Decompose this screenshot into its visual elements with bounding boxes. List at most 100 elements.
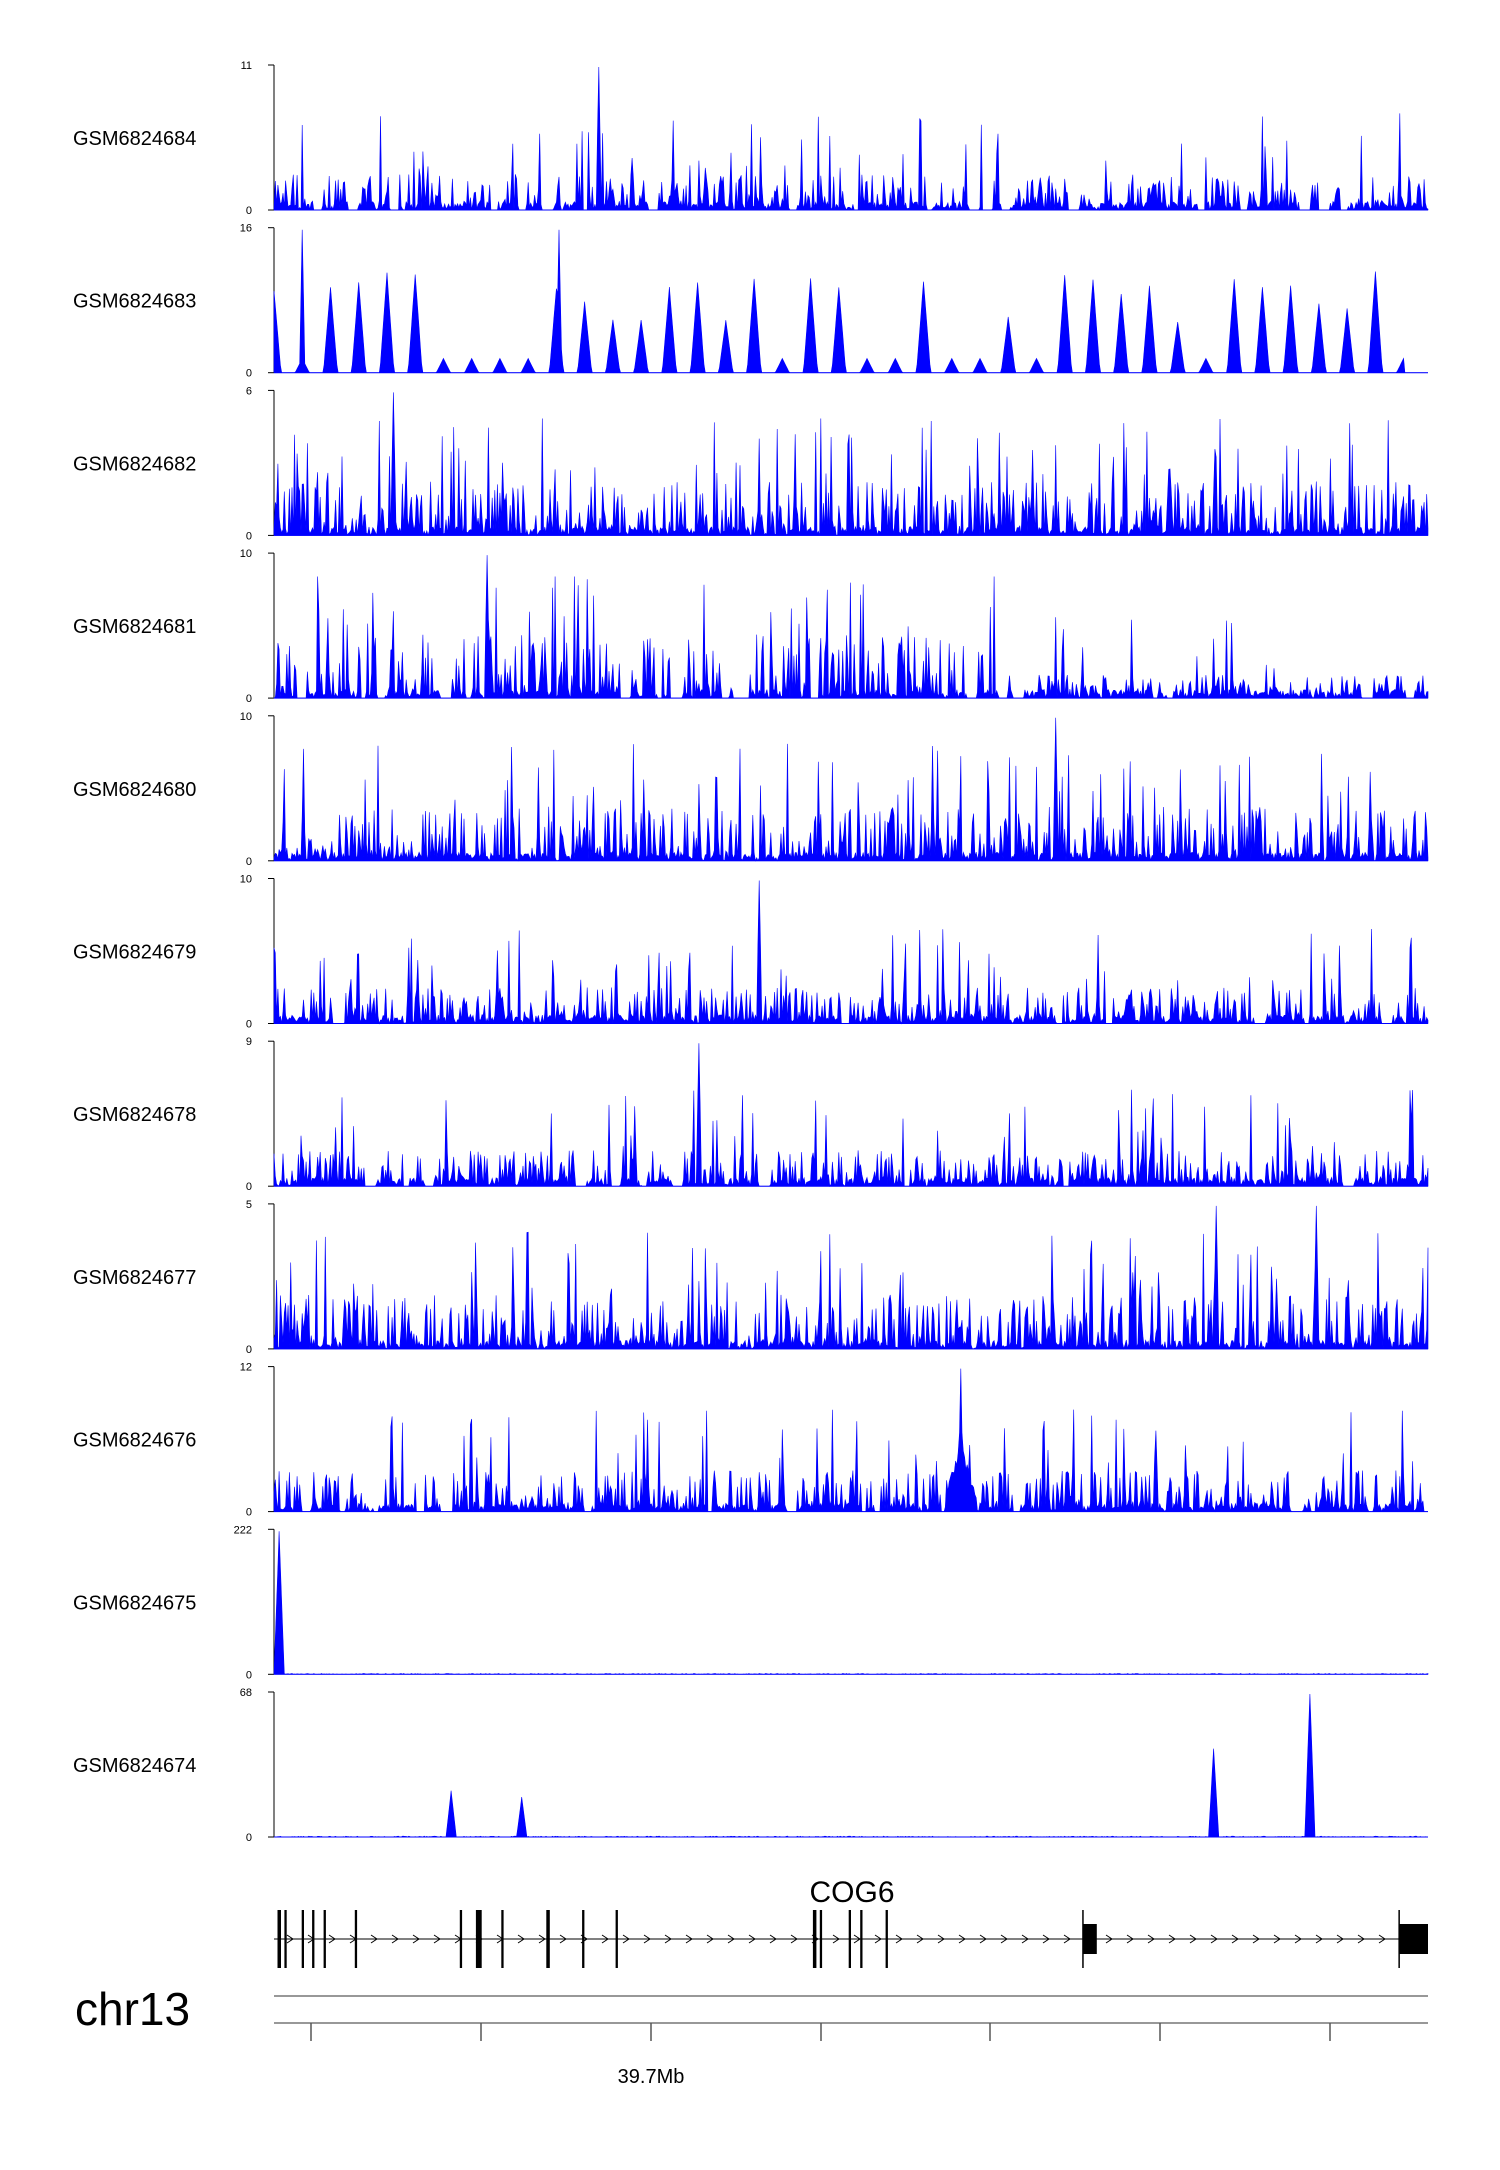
strand-arrow — [1126, 1934, 1134, 1944]
track-ymin-label: 0 — [246, 368, 252, 380]
strand-arrow — [538, 1934, 546, 1944]
strand-arrow — [1105, 1934, 1113, 1944]
track-signal-area — [273, 1531, 1429, 1675]
track-ymax-label: 16 — [240, 223, 252, 235]
track-name-label: GSM6824680 — [73, 779, 196, 801]
strand-arrow — [979, 1934, 987, 1944]
track-name-label: GSM6824676 — [73, 1430, 196, 1452]
strand-arrow — [1273, 1934, 1281, 1944]
exon — [1399, 1924, 1428, 1954]
strand-arrow — [748, 1934, 756, 1944]
exon — [885, 1910, 888, 1968]
track-signal-area — [273, 229, 1428, 373]
strand-arrow — [895, 1934, 903, 1944]
axis-tick-label: 39.7Mb — [618, 2066, 685, 2088]
track-ymin-label: 0 — [246, 1019, 252, 1031]
track-GSM6824677: GSM6824677 5 0 — [73, 1199, 1429, 1356]
strand-arrow — [1021, 1934, 1029, 1944]
strand-arrow — [790, 1934, 798, 1944]
track-GSM6824678: GSM6824678 9 0 — [73, 1036, 1429, 1193]
strand-arrow — [622, 1934, 630, 1944]
track-ymin-label: 0 — [246, 530, 252, 542]
track-signal-area — [273, 1205, 1429, 1350]
strand-arrow — [832, 1934, 840, 1944]
strand-arrow — [1189, 1934, 1197, 1944]
strand-arrow — [1378, 1934, 1386, 1944]
gene-track: COG6 — [274, 1876, 1428, 1968]
exon — [312, 1910, 315, 1968]
exon — [615, 1910, 618, 1968]
track-signal-area — [273, 1043, 1429, 1188]
track-name-label: GSM6824677 — [73, 1267, 196, 1289]
strand-arrow — [706, 1934, 714, 1944]
exon — [819, 1910, 823, 1968]
genomic-axis: chr13 39.7Mb — [75, 1983, 1428, 2088]
strand-arrow — [874, 1934, 882, 1944]
strand-arrow — [559, 1934, 567, 1944]
strand-arrow — [937, 1934, 945, 1944]
track-ymax-label: 68 — [240, 1687, 252, 1699]
track-GSM6824681: GSM6824681 10 0 — [73, 548, 1429, 705]
track-GSM6824675: GSM6824675 222 0 — [73, 1524, 1429, 1681]
track-name-label: GSM6824674 — [73, 1755, 196, 1777]
track-ymin-label: 0 — [246, 1669, 252, 1681]
exon — [459, 1910, 463, 1968]
track-ymax-label: 10 — [240, 711, 252, 723]
track-name-label: GSM6824678 — [73, 1104, 196, 1126]
strand-arrow — [433, 1934, 441, 1944]
track-signal-area — [273, 392, 1429, 537]
strand-arrow — [1000, 1934, 1008, 1944]
exon — [354, 1910, 358, 1968]
exon — [1083, 1924, 1097, 1954]
track-signal-area — [273, 1368, 1428, 1513]
exon — [475, 1910, 482, 1968]
strand-arrow — [601, 1934, 609, 1944]
track-ymax-label: 11 — [241, 60, 252, 72]
exon — [546, 1910, 550, 1968]
track-ymin-label: 0 — [246, 1344, 252, 1356]
strand-arrow — [1315, 1934, 1323, 1944]
strand-arrow — [1294, 1934, 1302, 1944]
exon — [284, 1910, 287, 1968]
strand-arrow — [1168, 1934, 1176, 1944]
track-signal-area — [273, 717, 1429, 862]
strand-arrow — [391, 1934, 399, 1944]
track-GSM6824680: GSM6824680 10 0 — [73, 711, 1429, 868]
track-name-label: GSM6824675 — [73, 1592, 196, 1614]
strand-arrow — [1063, 1934, 1071, 1944]
track-ymax-label: 6 — [246, 385, 252, 397]
track-signal-area — [273, 66, 1429, 211]
strand-arrow — [328, 1934, 336, 1944]
strand-arrow — [853, 1934, 861, 1944]
track-name-label: GSM6824681 — [73, 616, 196, 638]
strand-arrow — [370, 1934, 378, 1944]
chromosome-label: chr13 — [75, 1983, 190, 2035]
strand-arrow — [1147, 1934, 1155, 1944]
track-signal-area — [273, 880, 1429, 1025]
track-GSM6824683: GSM6824683 16 0 — [73, 223, 1428, 380]
strand-arrow — [1336, 1934, 1344, 1944]
track-GSM6824684: GSM6824684 11 0 — [73, 60, 1429, 217]
track-ymin-label: 0 — [246, 856, 252, 868]
track-ymin-label: 0 — [246, 1507, 252, 1519]
strand-arrow — [1252, 1934, 1260, 1944]
track-name-label: GSM6824684 — [73, 128, 196, 150]
exon — [301, 1910, 304, 1968]
exon — [848, 1910, 851, 1968]
track-GSM6824682: GSM6824682 6 0 — [73, 385, 1429, 542]
strand-arrow — [664, 1934, 672, 1944]
strand-arrow — [685, 1934, 693, 1944]
strand-arrow — [958, 1934, 966, 1944]
strand-arrow — [916, 1934, 924, 1944]
track-signal-area — [274, 1693, 1429, 1838]
track-ymax-label: 5 — [246, 1199, 252, 1211]
exon — [501, 1910, 504, 1968]
strand-arrow — [1231, 1934, 1239, 1944]
track-ymin-label: 0 — [246, 1832, 252, 1844]
track-ymax-label: 9 — [246, 1036, 252, 1048]
track-GSM6824679: GSM6824679 10 0 — [73, 874, 1429, 1031]
track-ymax-label: 10 — [240, 548, 252, 560]
track-name-label: GSM6824683 — [73, 291, 196, 313]
track-ymin-label: 0 — [246, 1181, 252, 1193]
